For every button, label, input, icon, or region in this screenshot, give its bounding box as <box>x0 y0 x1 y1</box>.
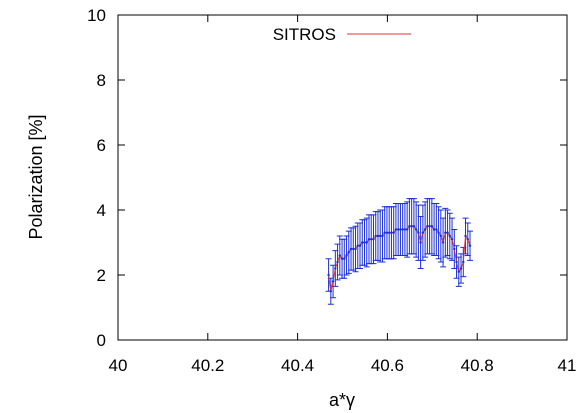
x-tick-label: 40.6 <box>371 356 404 375</box>
data-point <box>432 228 436 231</box>
data-point <box>421 231 425 234</box>
data-point <box>414 228 418 231</box>
data-point <box>462 260 465 264</box>
data-point <box>450 238 454 241</box>
data-point <box>352 247 355 251</box>
data-point <box>453 247 456 251</box>
data-point <box>356 244 359 247</box>
x-axis-ticks: 40 40.2 40.4 40.6 40.8 41 <box>109 15 577 375</box>
data-point <box>448 234 452 238</box>
data-point <box>466 238 469 241</box>
error-bars <box>325 198 474 305</box>
data-point <box>401 228 404 231</box>
data-point <box>383 231 386 234</box>
data-point <box>412 225 416 228</box>
data-point <box>408 225 411 228</box>
data-point <box>403 228 407 231</box>
data-point <box>338 254 342 257</box>
data-point <box>329 290 333 293</box>
x-tick-label: 40.2 <box>191 356 224 375</box>
data-point <box>340 257 344 260</box>
data-point <box>417 231 420 234</box>
data-point <box>459 267 463 270</box>
data-point <box>381 234 384 238</box>
data-point <box>345 254 348 257</box>
data-point <box>374 234 377 238</box>
data-point <box>370 238 373 241</box>
data-point <box>365 241 368 244</box>
data-point <box>444 231 447 234</box>
data-point <box>394 228 398 231</box>
data-point <box>419 241 422 244</box>
data-point <box>455 260 458 264</box>
data-point <box>430 225 434 228</box>
y-axis-label: Polarization [%] <box>26 114 46 239</box>
data-points <box>327 225 472 293</box>
data-point <box>399 228 402 231</box>
data-point <box>410 225 413 228</box>
data-point <box>390 231 393 234</box>
y-axis-ticks: 0 2 4 6 8 10 <box>87 6 567 350</box>
data-point <box>367 238 371 241</box>
data-point <box>363 241 366 244</box>
data-point <box>468 244 472 247</box>
data-point <box>446 231 449 234</box>
data-point <box>428 225 431 228</box>
data-point <box>372 238 375 241</box>
data-point <box>392 231 395 234</box>
data-point <box>426 225 429 228</box>
data-point <box>376 234 380 238</box>
x-tick-label: 40.8 <box>461 356 494 375</box>
data-point <box>439 234 443 238</box>
y-tick-label: 0 <box>97 331 106 350</box>
data-point <box>437 231 440 234</box>
data-point <box>457 270 460 273</box>
data-point <box>405 228 409 231</box>
data-point <box>379 234 382 238</box>
data-point <box>361 241 364 244</box>
data-point <box>349 247 353 251</box>
legend-label: SITROS <box>273 25 336 44</box>
data-point <box>358 244 362 247</box>
x-axis-label: a*γ <box>329 390 355 410</box>
data-point <box>334 267 337 270</box>
data-point <box>464 234 467 238</box>
y-tick-label: 4 <box>97 201 106 220</box>
data-point <box>441 241 445 244</box>
data-point <box>387 231 391 234</box>
x-tick-label: 40.4 <box>281 356 314 375</box>
data-point <box>336 260 339 264</box>
data-point <box>343 257 346 260</box>
x-tick-label: 40 <box>109 356 128 375</box>
x-tick-label: 41 <box>558 356 577 375</box>
legend: SITROS <box>273 25 411 44</box>
y-tick-label: 6 <box>97 136 106 155</box>
y-tick-label: 10 <box>87 6 106 25</box>
data-point <box>435 228 438 231</box>
data-point <box>423 228 427 231</box>
data-point <box>354 247 357 251</box>
data-point <box>347 251 350 254</box>
data-point <box>385 231 389 234</box>
y-tick-label: 8 <box>97 71 106 90</box>
plot-frame <box>117 14 568 341</box>
data-point <box>331 280 335 283</box>
data-point <box>327 273 330 277</box>
data-point <box>396 228 400 231</box>
y-tick-label: 2 <box>97 266 106 285</box>
